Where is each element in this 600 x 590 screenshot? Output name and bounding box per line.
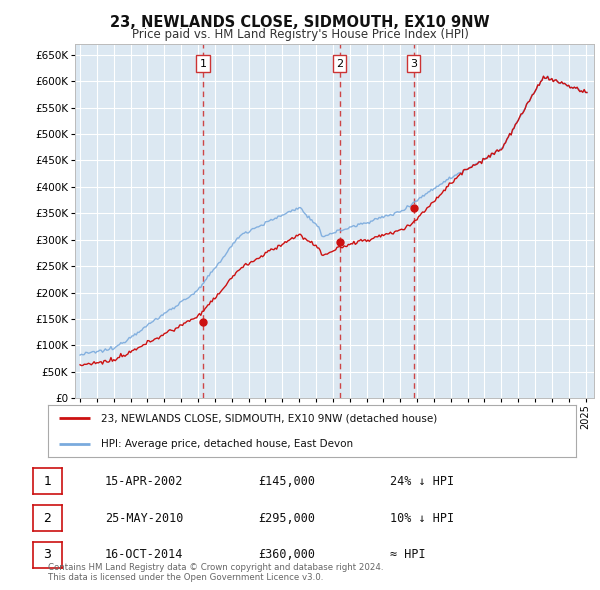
Text: 1: 1 — [199, 59, 206, 68]
Text: 3: 3 — [410, 59, 417, 68]
Text: HPI: Average price, detached house, East Devon: HPI: Average price, detached house, East… — [101, 440, 353, 449]
Text: 24% ↓ HPI: 24% ↓ HPI — [390, 475, 454, 488]
Text: £145,000: £145,000 — [258, 475, 315, 488]
Text: Contains HM Land Registry data © Crown copyright and database right 2024.: Contains HM Land Registry data © Crown c… — [48, 563, 383, 572]
Text: 23, NEWLANDS CLOSE, SIDMOUTH, EX10 9NW (detached house): 23, NEWLANDS CLOSE, SIDMOUTH, EX10 9NW (… — [101, 414, 437, 423]
Text: 3: 3 — [43, 548, 52, 561]
Text: 10% ↓ HPI: 10% ↓ HPI — [390, 512, 454, 525]
Text: 2: 2 — [336, 59, 343, 68]
Text: 25-MAY-2010: 25-MAY-2010 — [105, 512, 184, 525]
Text: Price paid vs. HM Land Registry's House Price Index (HPI): Price paid vs. HM Land Registry's House … — [131, 28, 469, 41]
Text: 16-OCT-2014: 16-OCT-2014 — [105, 548, 184, 561]
Text: 2: 2 — [43, 512, 52, 525]
Text: 15-APR-2002: 15-APR-2002 — [105, 475, 184, 488]
Text: 23, NEWLANDS CLOSE, SIDMOUTH, EX10 9NW: 23, NEWLANDS CLOSE, SIDMOUTH, EX10 9NW — [110, 15, 490, 30]
Text: ≈ HPI: ≈ HPI — [390, 548, 425, 561]
Text: 1: 1 — [43, 475, 52, 488]
Text: £295,000: £295,000 — [258, 512, 315, 525]
Text: This data is licensed under the Open Government Licence v3.0.: This data is licensed under the Open Gov… — [48, 573, 323, 582]
Text: £360,000: £360,000 — [258, 548, 315, 561]
